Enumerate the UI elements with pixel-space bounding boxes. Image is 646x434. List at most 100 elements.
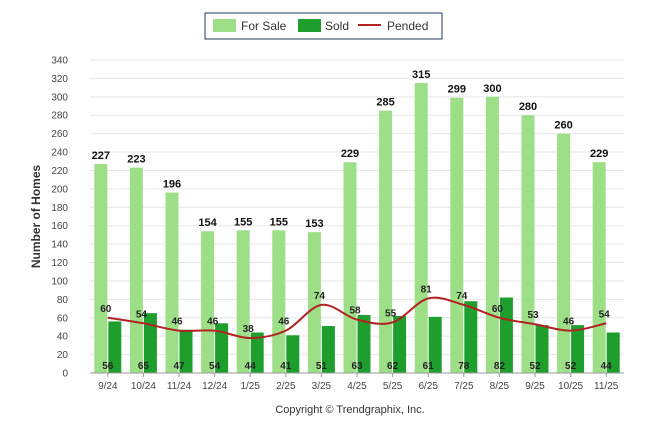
label-pended: 38 — [243, 324, 255, 335]
label-sold: 52 — [565, 361, 577, 372]
bar-sold — [143, 313, 157, 373]
bar-for-sale — [236, 230, 250, 373]
label-pended: 60 — [100, 304, 112, 315]
x-axis-ticks: 9/24 10/24 11/24 12/24 1/25 2/25 3/25 4/25 5/25 6… — [98, 373, 619, 392]
bar-for-sale — [379, 110, 393, 373]
y-tick-label: 220 — [51, 166, 68, 177]
bar-for-sale — [592, 162, 606, 373]
label-sold: 51 — [316, 361, 328, 372]
label-sold: 54 — [209, 361, 221, 372]
label-for-sale: 315 — [412, 69, 430, 81]
copyright-text: Copyright © Trendgraphix, Inc. — [275, 404, 424, 416]
y-axis-ticks: 0 20 40 60 80 100 120 140 160 180 200 220 240 260 280 3… — [51, 56, 68, 380]
label-for-sale: 196 — [163, 179, 181, 191]
label-sold: 63 — [351, 361, 363, 372]
label-sold: 52 — [529, 361, 541, 372]
legend-label-sold: Sold — [325, 19, 349, 33]
bar-for-sale — [165, 192, 179, 373]
legend-swatch-for-sale — [213, 19, 236, 32]
legend-label-pended: Pended — [387, 19, 428, 33]
label-sold: 41 — [280, 361, 292, 372]
bar-sold — [321, 326, 335, 373]
label-sold: 56 — [102, 361, 114, 372]
label-for-sale: 227 — [92, 150, 110, 162]
label-pended: 53 — [527, 310, 539, 321]
label-for-sale: 153 — [305, 218, 323, 230]
x-tick-label: 6/25 — [418, 381, 438, 392]
bar-sold — [286, 335, 300, 373]
label-pended: 54 — [599, 309, 611, 320]
data-labels: 227 56 223 65 196 47 154 54 155 44 155 41 153 51 229 63… — [92, 69, 613, 372]
y-tick-label: 280 — [51, 111, 68, 122]
label-sold: 44 — [601, 361, 613, 372]
x-tick-label: 9/25 — [525, 381, 545, 392]
x-tick-label: 11/25 — [594, 381, 619, 392]
pended-line-layer — [107, 296, 607, 340]
label-pended: 55 — [385, 308, 397, 319]
label-sold: 65 — [138, 361, 150, 372]
label-for-sale: 229 — [590, 148, 608, 160]
y-tick-label: 320 — [51, 74, 68, 85]
label-pended: 46 — [171, 317, 183, 328]
bar-sold — [535, 325, 549, 373]
bar-for-sale — [485, 96, 499, 373]
label-for-sale: 223 — [127, 154, 145, 166]
y-tick-label: 200 — [51, 184, 68, 195]
legend-label-for-sale: For Sale — [241, 19, 287, 33]
label-pended: 46 — [563, 317, 575, 328]
label-pended: 60 — [492, 304, 504, 315]
bar-sold — [428, 316, 442, 373]
bar-sold — [606, 332, 620, 373]
legend-item-pended: Pended — [358, 19, 428, 33]
x-tick-label: 4/25 — [347, 381, 367, 392]
x-tick-label: 3/25 — [312, 381, 332, 392]
y-tick-label: 80 — [57, 295, 69, 306]
y-tick-label: 40 — [57, 332, 69, 343]
label-for-sale: 260 — [554, 120, 572, 132]
grid-lines — [90, 59, 624, 356]
y-tick-label: 120 — [51, 258, 68, 269]
bar-sold — [499, 297, 513, 373]
x-tick-label: 5/25 — [383, 381, 403, 392]
legend: For Sale Sold Pended — [204, 12, 443, 40]
bar-for-sale — [94, 164, 108, 373]
label-sold: 44 — [245, 361, 257, 372]
bar-for-sale — [307, 232, 321, 373]
y-tick-label: 0 — [62, 369, 68, 380]
label-for-sale: 299 — [448, 84, 466, 96]
label-for-sale: 155 — [234, 216, 252, 228]
label-for-sale: 155 — [270, 216, 288, 228]
bar-sold — [108, 321, 122, 373]
x-tick-label: 8/25 — [490, 381, 510, 392]
bar-for-sale — [557, 133, 571, 373]
x-tick-label: 10/24 — [131, 381, 156, 392]
x-tick-label: 11/24 — [167, 381, 192, 392]
label-pended: 46 — [207, 317, 219, 328]
y-tick-label: 180 — [51, 203, 68, 214]
legend-item-for-sale: For Sale — [213, 19, 287, 33]
label-for-sale: 300 — [483, 83, 501, 95]
y-tick-label: 140 — [51, 240, 68, 251]
y-tick-label: 160 — [51, 221, 68, 232]
bar-sold — [357, 315, 371, 373]
legend-swatch-sold — [298, 19, 321, 32]
y-tick-label: 260 — [51, 129, 68, 140]
bar-sold — [179, 329, 193, 373]
x-tick-label: 1/25 — [240, 381, 260, 392]
label-sold: 61 — [423, 361, 435, 372]
label-sold: 82 — [494, 361, 506, 372]
label-pended: 81 — [421, 284, 433, 295]
label-for-sale: 280 — [519, 101, 537, 113]
bar-sold — [464, 301, 478, 373]
x-tick-label: 7/25 — [454, 381, 474, 392]
legend-box — [204, 12, 443, 40]
label-pended: 46 — [278, 317, 290, 328]
label-pended: 74 — [314, 291, 326, 302]
bar-for-sale — [521, 115, 535, 373]
bar-for-sale — [272, 230, 286, 373]
bar-for-sale — [414, 83, 428, 373]
label-sold: 78 — [458, 361, 470, 372]
y-tick-label: 20 — [57, 350, 69, 361]
bar-for-sale — [129, 167, 143, 373]
